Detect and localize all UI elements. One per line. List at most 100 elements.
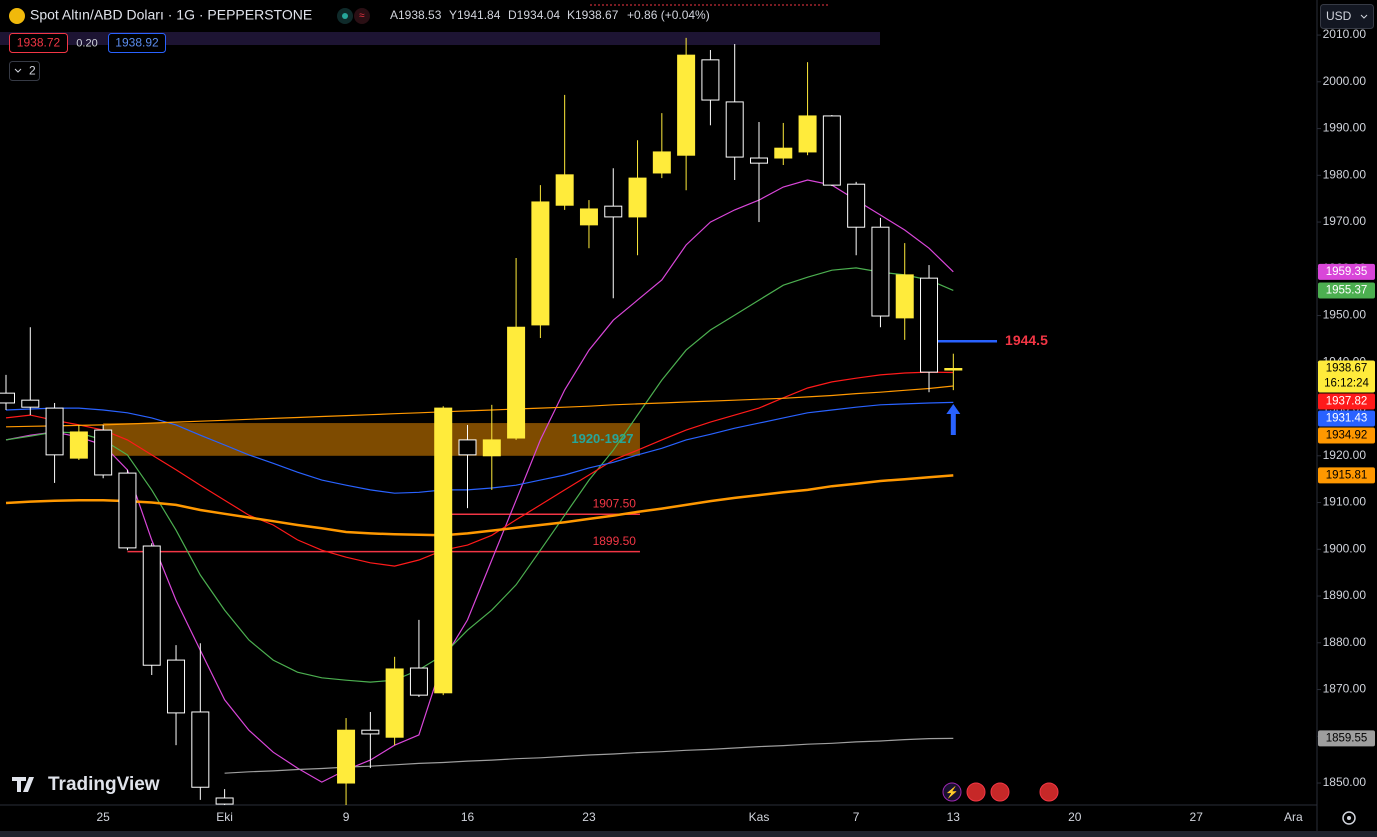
candle-body (555, 174, 574, 206)
candle-body (531, 201, 550, 326)
indicators-count: 2 (29, 64, 36, 78)
candle-body (482, 439, 501, 457)
candle-body (822, 115, 841, 186)
candle-body (142, 545, 161, 666)
data-status-icon: ≈ (359, 11, 365, 22)
price-tag (1318, 263, 1375, 280)
y-tick-label: 2000.00 (1323, 74, 1367, 88)
horizontal-line-label: 1907.50 (593, 496, 637, 510)
price-tag-label: 1938.67 (1326, 363, 1368, 375)
arrow-icon (946, 404, 961, 435)
price-tag (1318, 410, 1375, 427)
horizontal-line-label: 1944.5 (1005, 332, 1048, 348)
price-tag-label: 1955.37 (1326, 284, 1368, 296)
candle-body (45, 407, 64, 456)
horizontal-line-label: 1899.50 (593, 534, 637, 548)
ohlc-low: D1934.04 (508, 8, 560, 22)
y-tick-label: 1900.00 (1323, 541, 1367, 555)
currency-chevron (1360, 14, 1368, 19)
ma-line (5, 179, 954, 783)
candle-body (409, 667, 428, 696)
candle-body (434, 407, 453, 694)
spread: 0.20 (76, 37, 97, 49)
indicators-toggle[interactable] (9, 61, 40, 81)
price-tag (1318, 360, 1375, 393)
ma-line (5, 267, 954, 683)
y-tick-label: 1950.00 (1323, 308, 1367, 322)
candle-body (604, 205, 623, 218)
x-tick-label: 20 (1068, 810, 1082, 824)
countdown-label: 16:12:24 (1324, 378, 1369, 390)
ma-line (5, 474, 954, 537)
ohlc-close: K1938.67 (567, 8, 619, 22)
ask-price: 1938.92 (115, 36, 159, 50)
event-icon[interactable] (966, 782, 986, 802)
y-tick-label: 1850.00 (1323, 775, 1367, 789)
settings-icon-center (1347, 816, 1351, 820)
ask-box[interactable] (108, 33, 166, 53)
event-icon[interactable] (1039, 782, 1059, 802)
currency-label: USD (1326, 9, 1352, 23)
candle-body (944, 368, 963, 371)
event-icon[interactable] (942, 782, 962, 802)
candle-body (652, 151, 671, 174)
bid-price: 1938.72 (17, 36, 61, 50)
y-tick-label: 1870.00 (1323, 682, 1367, 696)
candle-body (774, 147, 793, 159)
x-tick-label: Eki (216, 810, 233, 824)
y-tick-label: 1980.00 (1323, 167, 1367, 181)
ma-line (5, 401, 954, 494)
symbol-title[interactable]: Spot Altın/ABD Doları · 1G · PEPPERSTONE (30, 7, 312, 23)
candle-body (701, 59, 720, 101)
ohlc-high: Y1941.84 (449, 8, 501, 22)
candle-body (895, 274, 914, 319)
price-tag-label: 1931.43 (1326, 413, 1368, 425)
price-tag (1318, 282, 1375, 299)
x-tick-label: 27 (1190, 810, 1204, 824)
candle-body (798, 115, 817, 153)
x-tick-label: 13 (947, 810, 961, 824)
x-tick-label: Ara (1284, 810, 1303, 824)
data-status[interactable] (354, 8, 370, 24)
candle-body (871, 226, 890, 317)
event-icon[interactable] (990, 782, 1010, 802)
candle-body (579, 208, 598, 226)
price-zone (103, 423, 640, 456)
price-tag (1318, 467, 1375, 484)
y-tick-label: 1910.00 (1323, 495, 1367, 509)
header: Spot Altın/ABD Doları · 1G · PEPPERSTONE… (0, 4, 1377, 837)
y-tick-label: 1990.00 (1323, 121, 1367, 135)
chevron-icon (14, 68, 22, 73)
candle-body (191, 711, 210, 788)
price-tag (1318, 730, 1375, 747)
y-tick-label: 1880.00 (1323, 635, 1367, 649)
logo-text[interactable]: TradingView (48, 774, 160, 795)
ohlc-change: +0.86 (+0.04%) (627, 8, 710, 22)
currency-select[interactable] (1320, 4, 1374, 29)
bid-box[interactable] (9, 33, 68, 53)
candle-body (847, 183, 866, 228)
price-tag-label: 1915.81 (1326, 469, 1368, 481)
candle-body (361, 729, 380, 735)
x-tick-label: 9 (343, 810, 350, 824)
candle-body (69, 431, 88, 459)
settings-icon[interactable] (1342, 811, 1356, 825)
x-tick-label: 16 (461, 810, 475, 824)
y-tick-label: 1920.00 (1323, 448, 1367, 462)
ma-line (5, 385, 954, 428)
x-tick-label: 7 (853, 810, 860, 824)
candle-body (0, 392, 15, 404)
ohlc-open: A1938.53 (390, 8, 442, 22)
bottom-bar (0, 831, 1377, 837)
candle-body (749, 157, 768, 164)
price-tag-label: 1959.35 (1326, 266, 1368, 278)
price-tag-label: 1859.55 (1326, 732, 1368, 744)
candle-body (385, 668, 404, 738)
market-status-dot (342, 13, 348, 19)
y-tick-label: 1970.00 (1323, 214, 1367, 228)
candle-body (21, 399, 40, 408)
indicator-band (0, 32, 880, 45)
